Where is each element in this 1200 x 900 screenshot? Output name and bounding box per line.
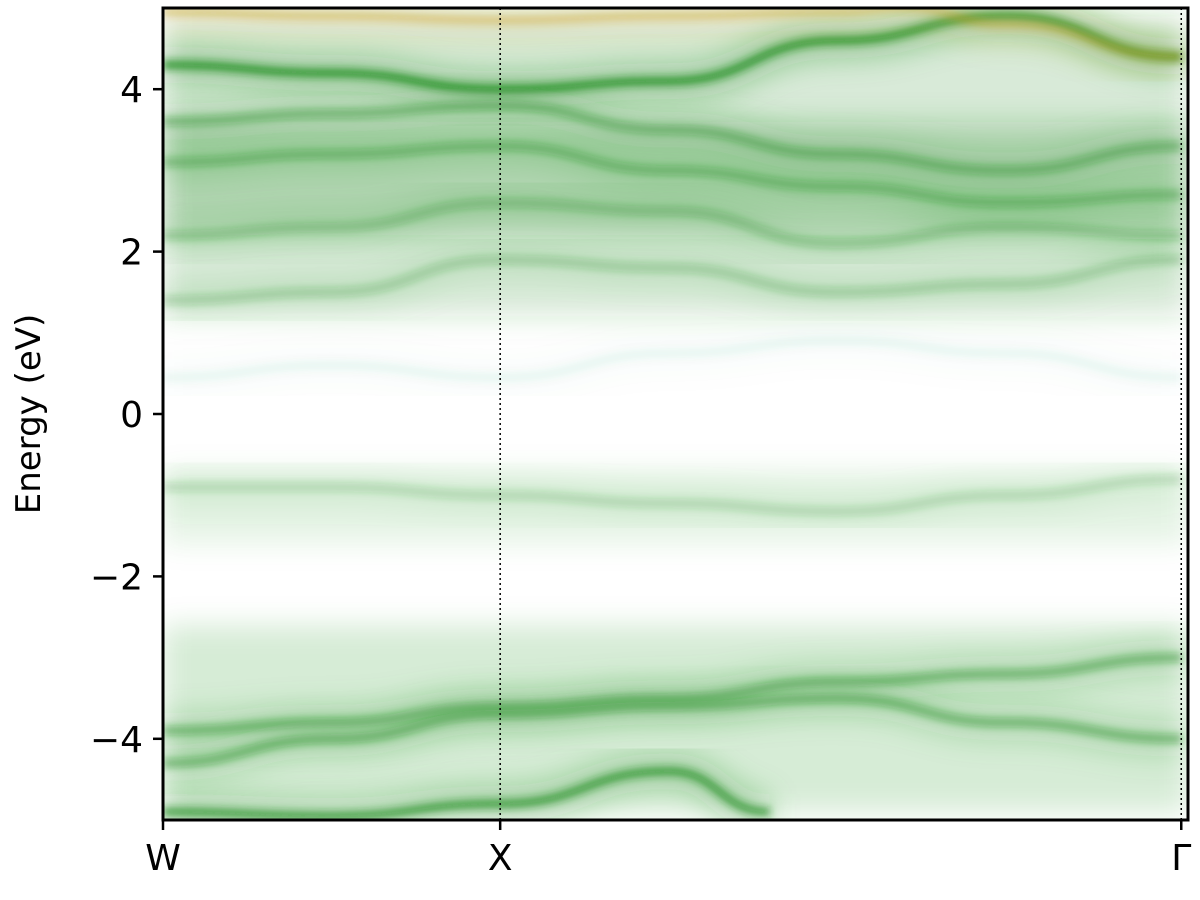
- x-tick-label: W: [145, 838, 181, 879]
- band-line: [163, 474, 1182, 516]
- x-tick-label: X: [488, 838, 513, 879]
- band-line: [163, 198, 1182, 248]
- band-line: [163, 100, 1182, 175]
- band-line: [163, 336, 1182, 382]
- band-line: [163, 255, 1182, 305]
- y-tick-label: −2: [90, 557, 143, 598]
- y-tick-label: 2: [120, 233, 143, 274]
- y-tick-label: −4: [90, 720, 143, 761]
- y-tick-label: 4: [120, 70, 143, 111]
- spectral-bands: [163, 8, 1182, 820]
- x-tick-label: Γ: [1171, 838, 1191, 879]
- y-axis: 4 2 0 −2 −4: [90, 70, 163, 761]
- band-line: [163, 141, 1182, 208]
- y-tick-label: 0: [120, 395, 143, 436]
- k-path-markers: [499, 8, 1183, 820]
- y-axis-label: Energy (eV): [9, 314, 49, 515]
- band-line: [163, 8, 1182, 62]
- band-line: [163, 693, 1182, 768]
